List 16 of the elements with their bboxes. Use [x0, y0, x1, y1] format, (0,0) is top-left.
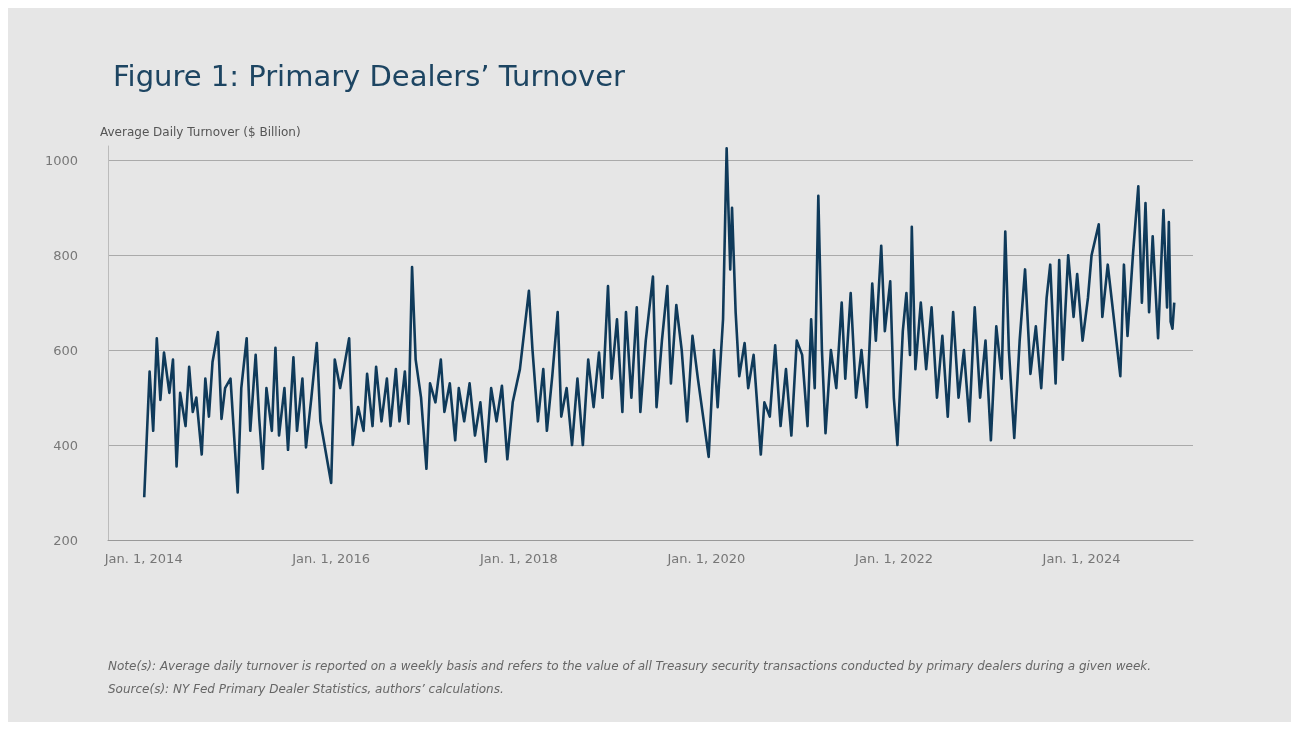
y-tick-label: 1000	[44, 152, 78, 168]
text: Note(s): Average daily turnover is reported on a weekly basis and refers to the value of all Treasury security transactions conducted by primary dealers during a given week.	[108, 659, 1152, 673]
y-tick-label: 200	[53, 532, 78, 548]
y-tick-label: 600	[53, 342, 78, 358]
x-tick-label: Jan. 1, 2022	[854, 551, 934, 566]
y-tick-label: 400	[53, 437, 78, 453]
x-tick-label: Jan. 1, 2018	[478, 551, 558, 566]
x-tick-label: Jan. 1, 2016	[291, 551, 371, 566]
line-series	[142, 147, 1176, 499]
chart-title: Figure 1: Primary Dealers’ Turnover	[113, 58, 626, 93]
x-tick-label: Jan. 1, 2014	[103, 551, 183, 566]
y-axis-title: Average Daily Turnover ($ Billion)	[100, 125, 301, 139]
x-tick-label: Jan. 1, 2020	[666, 551, 746, 566]
x-tick-label: Jan. 1, 2024	[1041, 551, 1121, 566]
y-tick-label: 800	[53, 247, 78, 263]
source-note: Source(s): NY Fed Primary Dealer Statistics, authors’ calculations.	[108, 682, 504, 696]
